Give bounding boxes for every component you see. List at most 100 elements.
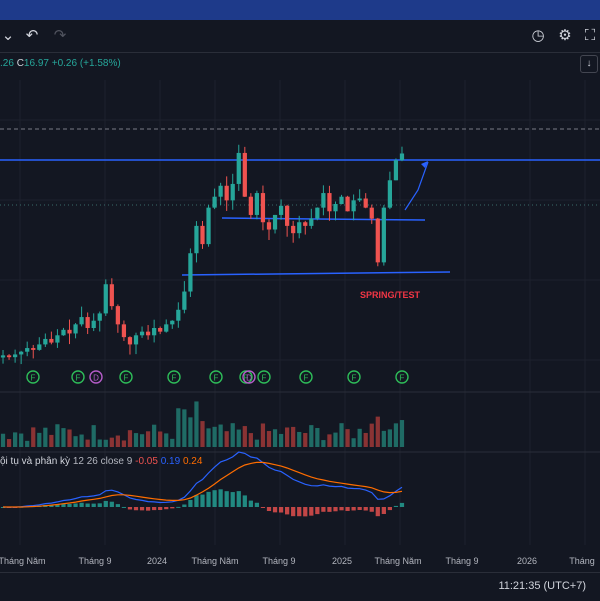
- candle: [285, 205, 290, 226]
- candle: [121, 324, 127, 338]
- candle: [212, 196, 217, 208]
- chart-toolbar: ⌄ ↶ ↷ ◷ ⚙ ⛶: [0, 20, 600, 53]
- legend-change: +0.26 (+1.58%): [51, 58, 121, 69]
- x-tick-label: Tháng 9: [78, 556, 111, 566]
- macd-histogram-bar: [278, 507, 284, 513]
- redo-icon[interactable]: ↷: [53, 27, 67, 44]
- macd-params: 12 26 close 9: [72, 456, 133, 467]
- scroll-down-button[interactable]: ↓: [580, 55, 598, 73]
- macd-histogram-bar: [321, 507, 326, 512]
- candle: [25, 348, 30, 352]
- candle: [97, 313, 102, 321]
- macd-histogram-bar: [351, 507, 356, 511]
- candle: [393, 160, 399, 181]
- gear-icon[interactable]: ⚙: [558, 27, 572, 44]
- volume-bar: [315, 428, 320, 447]
- macd-histogram-bar: [121, 506, 127, 508]
- volume-bar: [387, 429, 393, 447]
- undo-icon[interactable]: ↶: [25, 27, 39, 44]
- volume-bar: [369, 423, 374, 447]
- earnings-marker: [395, 370, 409, 384]
- candle: [200, 225, 205, 245]
- earnings-marker: [209, 370, 223, 384]
- volume-bar: [115, 435, 120, 447]
- macd-histogram-bar: [91, 503, 96, 507]
- volume-bar: [145, 431, 151, 447]
- volume-bar: [139, 434, 145, 447]
- earnings-marker: [347, 370, 361, 384]
- earnings-marker: [299, 370, 313, 384]
- macd-histogram-bar: [212, 490, 217, 507]
- candle: [133, 335, 139, 345]
- candle: [297, 222, 302, 234]
- candle: [357, 198, 362, 201]
- macd-histogram-bar: [164, 507, 169, 510]
- volume-bar: [351, 438, 356, 447]
- earnings-marker: [119, 370, 133, 384]
- candle: [61, 329, 66, 336]
- volume-bar: [61, 428, 66, 447]
- candle: [182, 291, 187, 310]
- candle: [188, 253, 193, 292]
- candle: [363, 198, 368, 208]
- candle: [152, 328, 157, 336]
- volume-bar: [91, 425, 96, 447]
- candle: [109, 284, 114, 307]
- candle: [31, 348, 36, 350]
- volume-bar: [309, 425, 314, 447]
- macd-histogram-bar: [85, 503, 90, 507]
- fullscreen-icon[interactable]: ⛶: [584, 27, 596, 44]
- macd-histogram-bar: [291, 507, 296, 517]
- candle: [333, 204, 338, 212]
- volume-bar: [85, 439, 90, 447]
- volume-bar: [79, 434, 84, 447]
- window-top-bar: [0, 0, 600, 20]
- volume-bar: [339, 423, 344, 447]
- volume-bar: [0, 433, 6, 447]
- volume-bar: [248, 433, 253, 447]
- macd-histogram-bar: [236, 491, 241, 507]
- candle: [0, 355, 6, 358]
- volume-bar: [260, 423, 266, 447]
- candle: [127, 337, 133, 345]
- volume-bar: [121, 440, 127, 447]
- chevron-down-icon[interactable]: ⌄: [1, 27, 15, 44]
- candle: [248, 196, 253, 215]
- candle: [381, 207, 386, 263]
- price-legend: .26 C16.97 +0.26 (+1.58%): [0, 58, 121, 69]
- candle: [309, 218, 314, 226]
- event-marker-label: F: [76, 374, 81, 383]
- candle: [278, 205, 284, 215]
- candle: [164, 324, 169, 332]
- candle: [145, 331, 151, 336]
- macd-histogram-bar: [115, 504, 120, 507]
- macd-histogram-bar: [145, 507, 151, 511]
- replay-icon[interactable]: ◷: [531, 27, 545, 44]
- event-marker-label: F: [124, 374, 129, 383]
- candle: [399, 153, 405, 161]
- candle: [230, 183, 235, 201]
- macd-histogram-bar: [327, 507, 332, 512]
- volume-bar: [158, 431, 163, 447]
- earnings-marker: [257, 370, 271, 384]
- candle: [194, 225, 199, 254]
- volume-bar: [49, 434, 54, 447]
- candle: [303, 222, 308, 226]
- candle: [115, 306, 120, 325]
- candle: [254, 193, 260, 215]
- macd-histogram-bar: [206, 491, 211, 507]
- price-chart[interactable]: F F D F F F FD F F F F Tháng Năm Tháng 9 2024 Tháng N…: [0, 52, 600, 572]
- volume-bar: [285, 427, 290, 447]
- volume-bar: [236, 429, 241, 447]
- candle: [291, 225, 296, 234]
- clock-readout: 11:21:35 (UTC+7): [498, 580, 586, 592]
- x-tick-label: Tháng 9: [262, 556, 295, 566]
- candle: [387, 180, 393, 208]
- volume-bar: [133, 433, 139, 447]
- volume-bar: [19, 433, 24, 447]
- candle: [369, 207, 374, 219]
- macd-histogram-bar: [170, 507, 175, 509]
- range-top-line: [221, 217, 426, 221]
- volume-bar: [97, 439, 102, 447]
- candlestick-series: [0, 144, 405, 365]
